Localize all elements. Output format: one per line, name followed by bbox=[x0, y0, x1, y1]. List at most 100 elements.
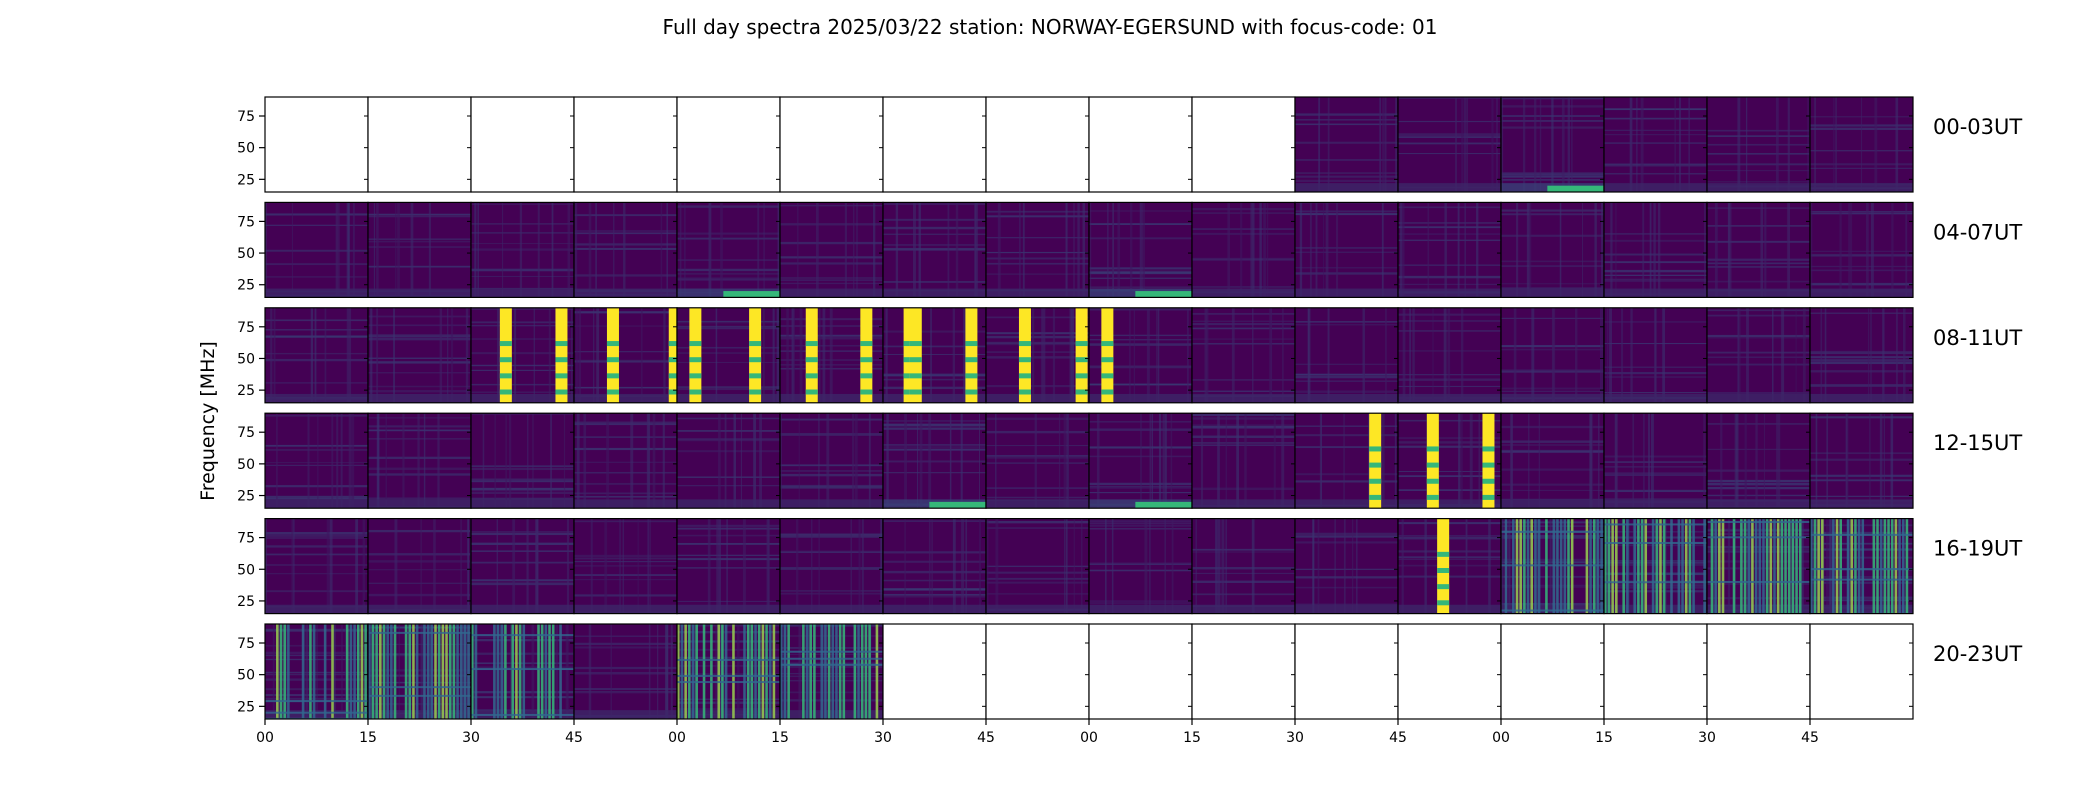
interference-stripe bbox=[743, 624, 746, 719]
y-tick-label: 50 bbox=[237, 246, 255, 262]
interference-stripe bbox=[754, 624, 757, 719]
low-frequency-band bbox=[677, 499, 780, 509]
frequency-line bbox=[1707, 536, 1810, 539]
frequency-line bbox=[1398, 556, 1501, 559]
frequency-line bbox=[368, 315, 471, 318]
time-stripe bbox=[640, 307, 643, 403]
frequency-line bbox=[986, 577, 1089, 580]
frequency-line bbox=[368, 246, 471, 248]
empty-panel bbox=[1295, 624, 1398, 719]
interference-stripe bbox=[1684, 518, 1688, 614]
broadband-burst bbox=[1426, 413, 1439, 509]
frequency-line bbox=[1192, 212, 1295, 214]
frequency-line bbox=[1707, 280, 1810, 283]
frequency-line bbox=[574, 691, 677, 694]
burst-gap bbox=[668, 357, 677, 363]
time-stripe bbox=[1281, 413, 1285, 509]
frequency-line bbox=[780, 433, 883, 435]
frequency-line bbox=[1192, 228, 1295, 230]
frequency-line bbox=[883, 345, 986, 348]
frequency-line bbox=[1295, 141, 1398, 144]
time-stripe bbox=[1516, 202, 1519, 298]
x-tick-label: 00 bbox=[1492, 730, 1510, 746]
frequency-line bbox=[986, 456, 1089, 459]
spectrum-panel bbox=[882, 307, 987, 404]
frequency-line bbox=[883, 427, 986, 430]
frequency-line bbox=[471, 582, 574, 585]
spectrum-panel bbox=[985, 623, 1090, 720]
frequency-line bbox=[265, 496, 368, 500]
interference-stripe bbox=[1622, 518, 1625, 614]
spectrum-panel bbox=[1809, 201, 1914, 298]
spectrum-panel bbox=[882, 412, 987, 509]
spectrum-panel bbox=[1500, 623, 1605, 720]
time-stripe bbox=[1384, 97, 1387, 192]
time-stripe bbox=[1217, 518, 1221, 614]
frequency-line bbox=[368, 361, 471, 364]
low-frequency-band bbox=[1295, 183, 1398, 192]
low-frequency-emission bbox=[723, 291, 780, 298]
time-stripe bbox=[757, 202, 760, 298]
time-stripe bbox=[829, 307, 833, 403]
frequency-line bbox=[1295, 247, 1398, 249]
frequency-line bbox=[574, 436, 677, 438]
frequency-line bbox=[677, 665, 780, 667]
time-stripe bbox=[1790, 518, 1793, 614]
time-stripe bbox=[596, 307, 600, 403]
time-stripe bbox=[341, 624, 343, 719]
frequency-line bbox=[1707, 337, 1810, 339]
time-stripe bbox=[1077, 202, 1080, 298]
frequency-line bbox=[471, 324, 574, 327]
frequency-line bbox=[1707, 315, 1810, 317]
frequency-line bbox=[1089, 366, 1192, 369]
frequency-line bbox=[986, 417, 1089, 420]
empty-panel bbox=[1192, 624, 1295, 719]
time-stripe bbox=[1621, 307, 1624, 403]
time-stripe bbox=[326, 518, 330, 614]
burst-gap bbox=[1426, 478, 1439, 484]
frequency-line bbox=[883, 551, 986, 554]
frequency-line bbox=[1501, 209, 1604, 212]
frequency-line bbox=[1295, 446, 1398, 448]
time-stripe bbox=[465, 307, 469, 403]
low-frequency-band bbox=[1810, 499, 1913, 509]
frequency-line bbox=[1810, 265, 1913, 268]
interference-stripe bbox=[368, 624, 371, 719]
time-stripe bbox=[818, 413, 820, 509]
row-label: 12-15UT bbox=[1933, 431, 2022, 455]
time-stripe bbox=[886, 413, 889, 509]
burst-gap bbox=[903, 341, 916, 347]
broadband-burst bbox=[860, 307, 873, 403]
time-stripe bbox=[1755, 413, 1758, 509]
time-stripe bbox=[885, 307, 888, 403]
spectrum-panel bbox=[470, 623, 575, 720]
spectrum-background bbox=[1398, 202, 1501, 298]
interference-stripe bbox=[1640, 518, 1644, 614]
spectrum-background bbox=[883, 518, 986, 614]
frequency-line bbox=[677, 237, 780, 240]
frequency-line bbox=[1089, 522, 1192, 525]
time-stripe bbox=[1225, 518, 1227, 614]
time-stripe bbox=[1738, 307, 1741, 403]
time-stripe bbox=[1327, 97, 1330, 192]
frequency-line bbox=[986, 356, 1089, 359]
frequency-line bbox=[471, 550, 574, 552]
spectrum-panel bbox=[1088, 517, 1193, 615]
time-stripe bbox=[852, 413, 855, 509]
y-tick-label: 25 bbox=[237, 278, 255, 294]
frequency-line bbox=[265, 590, 368, 593]
interference-stripe bbox=[1762, 518, 1765, 614]
time-stripe bbox=[1073, 518, 1075, 614]
frequency-line bbox=[677, 698, 780, 700]
frequency-line bbox=[265, 532, 368, 535]
low-frequency-band bbox=[1501, 499, 1604, 509]
frequency-line bbox=[677, 681, 780, 684]
frequency-line bbox=[1810, 578, 1913, 581]
time-stripe bbox=[960, 413, 963, 509]
frequency-line bbox=[1192, 593, 1295, 596]
frequency-line bbox=[1707, 153, 1810, 155]
frequency-line bbox=[1810, 352, 1913, 355]
frequency-line bbox=[368, 681, 471, 684]
x-tick-label: 15 bbox=[771, 730, 789, 746]
time-stripe bbox=[566, 518, 570, 614]
